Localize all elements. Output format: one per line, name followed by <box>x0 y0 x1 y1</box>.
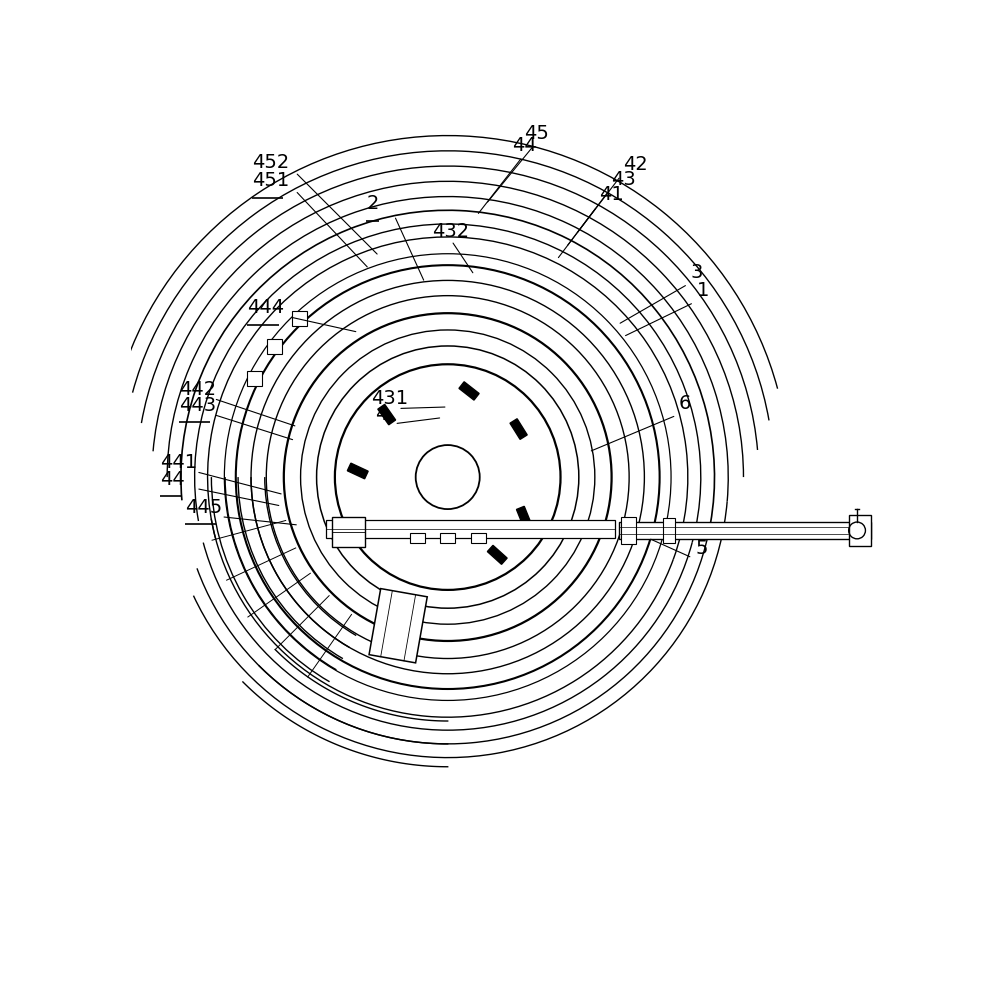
Text: 2: 2 <box>366 194 379 213</box>
Bar <box>487 545 507 564</box>
Text: 441: 441 <box>160 452 197 472</box>
Text: 44: 44 <box>160 469 185 488</box>
Bar <box>326 520 615 539</box>
Bar <box>619 522 871 539</box>
Text: 445: 445 <box>185 498 222 517</box>
Bar <box>267 339 282 354</box>
Bar <box>621 517 636 544</box>
Bar <box>459 382 479 400</box>
Bar <box>440 534 455 543</box>
Text: 42: 42 <box>623 154 648 173</box>
Text: 443: 443 <box>179 396 216 415</box>
Bar <box>247 371 262 386</box>
Text: 1: 1 <box>697 281 709 300</box>
Text: 452: 452 <box>252 153 289 172</box>
Text: 442: 442 <box>179 379 216 399</box>
Text: 3: 3 <box>691 263 703 282</box>
Bar <box>378 404 396 425</box>
Bar <box>663 518 675 544</box>
Bar <box>347 463 368 479</box>
Text: 41: 41 <box>599 185 624 204</box>
Bar <box>471 534 486 543</box>
Bar <box>410 534 425 543</box>
Text: 6: 6 <box>679 394 691 413</box>
Text: 432: 432 <box>432 222 470 241</box>
Text: 4: 4 <box>375 405 388 424</box>
Text: 444: 444 <box>247 298 284 317</box>
Bar <box>332 517 365 547</box>
Bar <box>516 506 531 527</box>
Bar <box>510 419 527 440</box>
Text: 44: 44 <box>512 137 537 155</box>
Bar <box>292 311 307 326</box>
Text: 5: 5 <box>695 539 708 558</box>
Bar <box>369 589 427 663</box>
Text: 451: 451 <box>252 171 289 190</box>
Bar <box>849 516 871 545</box>
Text: 43: 43 <box>611 170 636 189</box>
Text: 45: 45 <box>524 124 549 144</box>
Text: 431: 431 <box>371 389 409 409</box>
